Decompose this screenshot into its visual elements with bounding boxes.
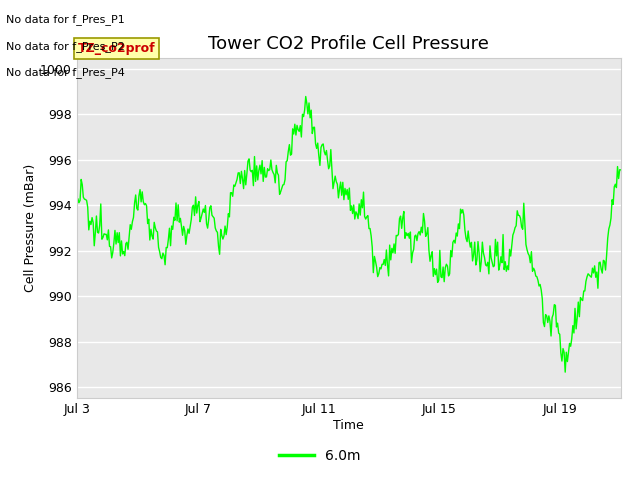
Title: Tower CO2 Profile Cell Pressure: Tower CO2 Profile Cell Pressure bbox=[209, 35, 489, 53]
Y-axis label: Cell Pressure (mBar): Cell Pressure (mBar) bbox=[24, 164, 37, 292]
Text: No data for f_Pres_P4: No data for f_Pres_P4 bbox=[6, 67, 125, 78]
Text: No data for f_Pres_P1: No data for f_Pres_P1 bbox=[6, 14, 125, 25]
X-axis label: Time: Time bbox=[333, 419, 364, 432]
Text: No data for f_Pres_P2: No data for f_Pres_P2 bbox=[6, 41, 125, 52]
Text: TZ_co2prof: TZ_co2prof bbox=[78, 42, 156, 55]
Legend: 6.0m: 6.0m bbox=[274, 443, 366, 468]
